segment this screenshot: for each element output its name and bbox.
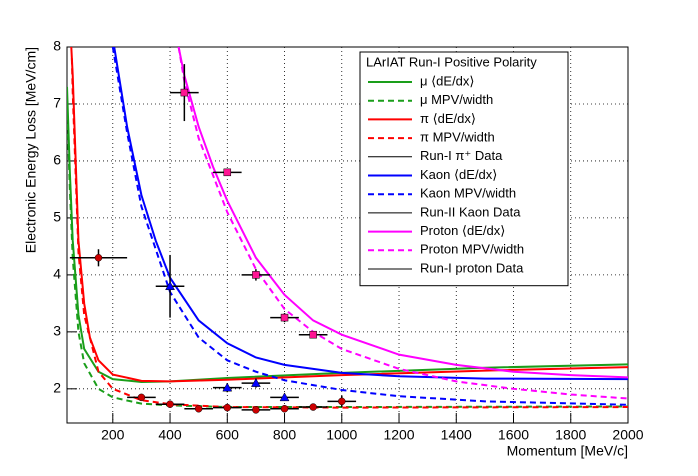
x-tick-label: 2000: [612, 427, 643, 443]
y-tick-label: 8: [53, 38, 61, 54]
data-point: [222, 382, 233, 392]
data-point: [280, 405, 289, 413]
x-tick-label: 1800: [555, 427, 586, 443]
y-tick-label: 3: [53, 323, 61, 339]
legend-label: Kaon MPV/width: [420, 186, 516, 201]
y-tick-label: 6: [53, 152, 61, 168]
data-point: [180, 88, 189, 97]
y-tick-label: 7: [53, 95, 61, 111]
curve: [113, 47, 628, 381]
x-axis-label: Momentum [MeV/c]: [507, 443, 628, 459]
data-point: [309, 403, 317, 411]
data-point: [137, 393, 146, 402]
y-axis-label: Electronic Energy Loss [MeV/cm]: [23, 47, 39, 253]
y-tick-label: 4: [53, 266, 61, 282]
data-point: [223, 168, 232, 177]
legend-label: Proton ⟨dE/dx⟩: [420, 223, 505, 238]
legend-label: Run-II Kaon Data: [420, 204, 521, 219]
curve: [177, 47, 628, 379]
x-tick-label: 400: [158, 427, 182, 443]
data-point: [309, 330, 317, 339]
x-tick-label: 1600: [498, 427, 529, 443]
legend-label: Kaon ⟨dE/dx⟩: [420, 167, 497, 182]
legend: LArIAT Run-I Positive Polarity μ ⟨dE/dx⟩ μ…: [359, 51, 569, 287]
x-tick-label: 1400: [441, 427, 472, 443]
legend-title: LArIAT Run-I Positive Polarity: [366, 54, 537, 69]
legend-label: Proton MPV/width: [420, 242, 524, 257]
y-tick-label: 2: [53, 380, 61, 396]
data-point: [250, 378, 261, 387]
x-tick-label: 1200: [383, 427, 414, 443]
data-point: [223, 403, 232, 412]
data-point: [252, 406, 260, 414]
data-point: [252, 271, 260, 279]
legend-label: Run-I π⁺ Data: [420, 148, 503, 163]
x-tick-label: 1000: [326, 427, 357, 443]
curve: [111, 47, 628, 406]
data-point: [166, 400, 174, 408]
y-tick-label: 5: [53, 209, 61, 225]
legend-box: [359, 51, 569, 287]
x-tick-label: 800: [273, 427, 297, 443]
legend-label: Run-I proton Data: [420, 260, 524, 275]
data-point: [279, 392, 290, 402]
legend-label: π MPV/width: [420, 130, 495, 145]
legend-label: μ ⟨dE/dx⟩: [420, 73, 475, 88]
x-tick-label: 600: [216, 427, 240, 443]
plot-area: [67, 47, 628, 414]
data-point: [194, 405, 203, 413]
data-point: [165, 281, 175, 291]
legend-label: μ MPV/width: [420, 92, 493, 107]
x-tick-label: 200: [101, 427, 125, 443]
data-point: [94, 254, 103, 262]
data-point: [280, 313, 289, 322]
data-point: [338, 397, 346, 406]
curve: [70, 58, 628, 409]
legend-label: π ⟨dE/dx⟩: [420, 111, 476, 126]
